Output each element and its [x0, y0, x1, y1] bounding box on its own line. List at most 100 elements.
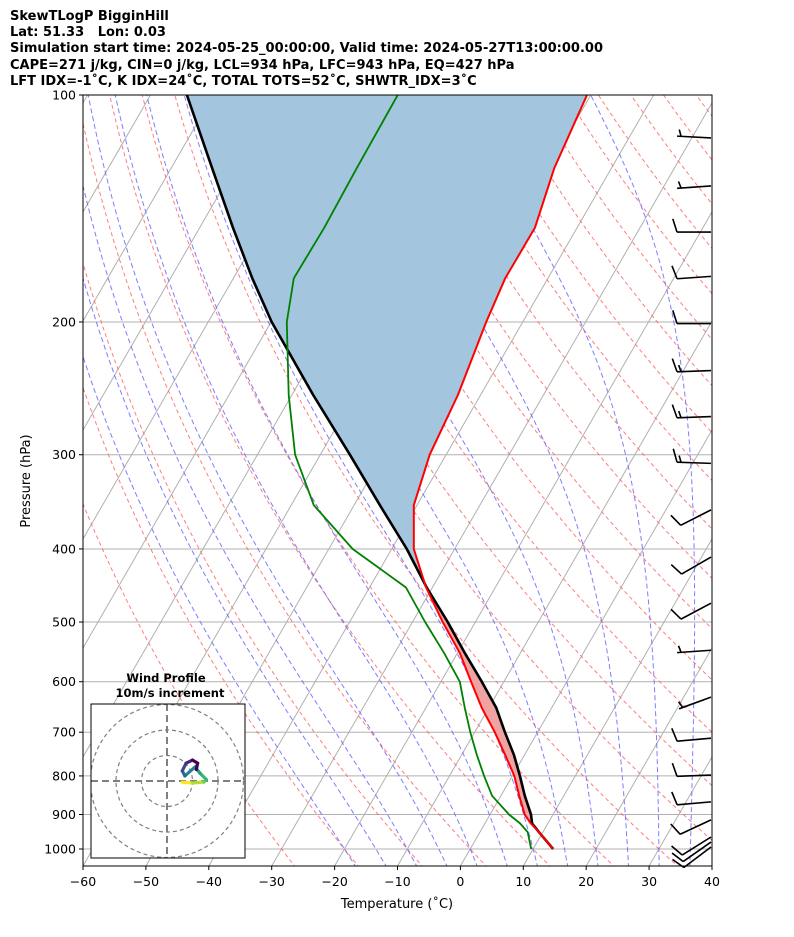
x-tick-label: −20 — [321, 874, 347, 889]
hodograph-segment — [194, 761, 200, 772]
dry-adiabat-line — [337, 95, 712, 630]
dry-adiabat-line — [109, 95, 551, 866]
x-tick-label: −60 — [70, 874, 96, 889]
wind-barb — [671, 762, 712, 778]
y-tick-label: 900 — [52, 807, 76, 822]
moist-adiabat-line — [83, 183, 418, 866]
isotherm-line — [459, 428, 712, 866]
wind-barb — [670, 556, 712, 575]
hodograph-frame — [90, 703, 246, 859]
dry-adiabat-line — [83, 502, 296, 866]
dry-adiabat-line — [695, 95, 712, 117]
x-tick-label: 0 — [456, 874, 464, 889]
isotherm-line — [83, 95, 277, 431]
hodograph-subtitle: 10m/s increment — [116, 686, 225, 700]
temperature-line — [412, 95, 588, 850]
hodograph-segment — [183, 765, 197, 778]
dry-adiabat-line — [434, 95, 712, 482]
wind-barb — [671, 791, 712, 806]
dry-adiabat-line — [716, 78, 794, 868]
isotherm-line — [208, 95, 655, 866]
wind-barb — [672, 448, 712, 465]
isotherm-line — [648, 755, 712, 866]
y-axis-label: Pressure (hPa) — [19, 434, 34, 527]
wind-barb — [670, 602, 712, 620]
chart-header: SkewTLogP BigginHill Lat: 51.33 Lon: 0.03… — [10, 9, 603, 90]
wind-barb — [671, 358, 712, 373]
wind-barb — [671, 404, 712, 419]
y-tick-label: 800 — [52, 768, 76, 783]
axes: −60 −50 −40 −30 −20 −10 0 10 20 30 40 100 200 300 400 5… — [44, 88, 720, 890]
wind-barb — [677, 129, 712, 139]
wind-barb — [670, 509, 712, 527]
wind-barb — [671, 841, 712, 863]
y-tick-label: 400 — [52, 541, 76, 556]
x-tick-label: −40 — [196, 874, 222, 889]
parcel-profile-line — [185, 95, 555, 850]
y-tick-label: 200 — [52, 314, 76, 329]
negative-area-fill — [349, 454, 431, 506]
moist-adiabat-line — [362, 95, 629, 866]
moist-adiabat-line — [83, 276, 387, 866]
isotherm-line — [271, 101, 712, 866]
moist-adiabat-line — [87, 95, 448, 866]
dry-adiabat-line — [304, 95, 712, 681]
x-tick-label: −30 — [259, 874, 285, 889]
profile-traces — [185, 95, 588, 850]
wind-barb — [677, 181, 712, 190]
title-stability-indices: LFT IDX=-1˚C, K IDX=24˚C, TOTAL TOTS=52˚… — [10, 73, 477, 89]
y-tick-label: 700 — [52, 725, 76, 740]
wind-barbs — [670, 129, 712, 869]
isotherm-line — [83, 95, 89, 104]
moist-adiabat-line — [83, 354, 356, 866]
moist-adiabat-line — [590, 95, 696, 866]
dry-adiabat-line — [565, 95, 712, 295]
negative-area-fill — [312, 394, 459, 456]
hodograph-segment — [190, 780, 206, 785]
moist-adiabat-line — [146, 95, 508, 866]
y-tick-label: 100 — [52, 88, 76, 103]
wind-barb — [671, 728, 712, 742]
negative-area-fill — [186, 95, 588, 169]
x-tick-label: 30 — [641, 874, 657, 889]
dry-adiabat-line — [141, 95, 615, 866]
title-station: SkewTLogP BigginHill — [10, 9, 169, 24]
dewpoint-line — [285, 95, 533, 850]
dry-adiabat-line — [630, 95, 712, 205]
wind-barb — [670, 819, 712, 836]
wind-barb — [672, 310, 711, 325]
moist-adiabat-line — [460, 95, 660, 866]
x-tick-label: 20 — [578, 874, 594, 889]
x-tick-label: 10 — [515, 874, 531, 889]
title-cape-indices: CAPE=271 j/kg, CIN=0 j/kg, LCL=934 hPa, … — [10, 57, 515, 73]
hodograph-title: Wind Profile — [126, 671, 206, 685]
dry-adiabat-line — [83, 386, 360, 866]
negative-area-fill — [271, 321, 487, 396]
x-axis-label: Temperature (˚C) — [340, 896, 453, 912]
moist-adiabat-line — [114, 95, 478, 866]
isotherm-line — [522, 537, 712, 866]
isotherm-line — [334, 210, 712, 866]
wind-barb — [677, 645, 712, 654]
moist-adiabat-line — [721, 95, 747, 868]
y-tick-label: 500 — [52, 615, 76, 630]
negative-area-fill — [232, 227, 536, 279]
dry-adiabat-line — [83, 261, 423, 866]
dry-adiabat-line — [662, 95, 712, 161]
isotherm-line — [711, 864, 712, 866]
title-times: Simulation start time: 2024-05-25_00:00:… — [10, 41, 603, 57]
wind-barb — [677, 696, 712, 710]
dry-adiabat-line — [174, 95, 679, 866]
dry-adiabat-line — [83, 121, 487, 866]
isotherm-line — [83, 95, 214, 322]
wind-barb — [671, 265, 712, 280]
title-latlon: Lat: 51.33 Lon: 0.03 — [10, 25, 166, 41]
hodograph-segment — [180, 780, 195, 785]
negative-area-fill — [211, 167, 555, 229]
y-tick-label: 300 — [52, 447, 76, 462]
wind-barb — [671, 836, 712, 856]
y-tick-label: 1000 — [44, 842, 76, 857]
isotherm-line — [585, 646, 712, 866]
